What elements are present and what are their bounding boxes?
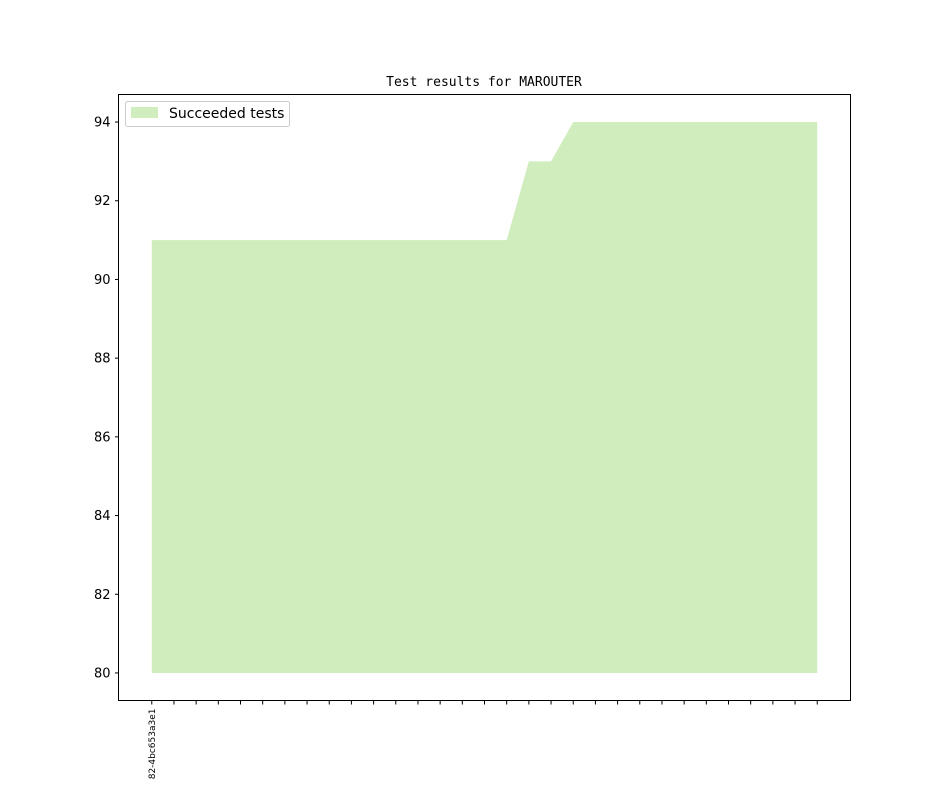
legend-label: Succeeded tests xyxy=(169,106,284,122)
y-tick-label: 86 xyxy=(94,430,111,445)
y-tick-label: 90 xyxy=(94,273,111,288)
plot-area xyxy=(151,122,818,673)
y-tick-label: 82 xyxy=(94,588,111,603)
x-axis: 82-4bc653a3e1 xyxy=(148,700,818,780)
y-tick-label: 94 xyxy=(94,116,111,131)
legend: Succeeded tests xyxy=(125,101,290,127)
legend-swatch xyxy=(131,107,158,118)
y-tick-label: 88 xyxy=(94,352,111,367)
y-tick-label: 80 xyxy=(94,666,111,681)
legend-box xyxy=(125,101,290,127)
y-tick-label: 84 xyxy=(94,509,111,524)
x-tick-label: 82-4bc653a3e1 xyxy=(148,709,158,780)
chart-title: Test results for MAROUTER xyxy=(386,75,582,90)
y-axis: 80 82 84 86 88 90 92 94 xyxy=(94,116,119,681)
y-tick-label: 92 xyxy=(94,194,111,209)
succeeded-tests-area xyxy=(151,122,818,673)
